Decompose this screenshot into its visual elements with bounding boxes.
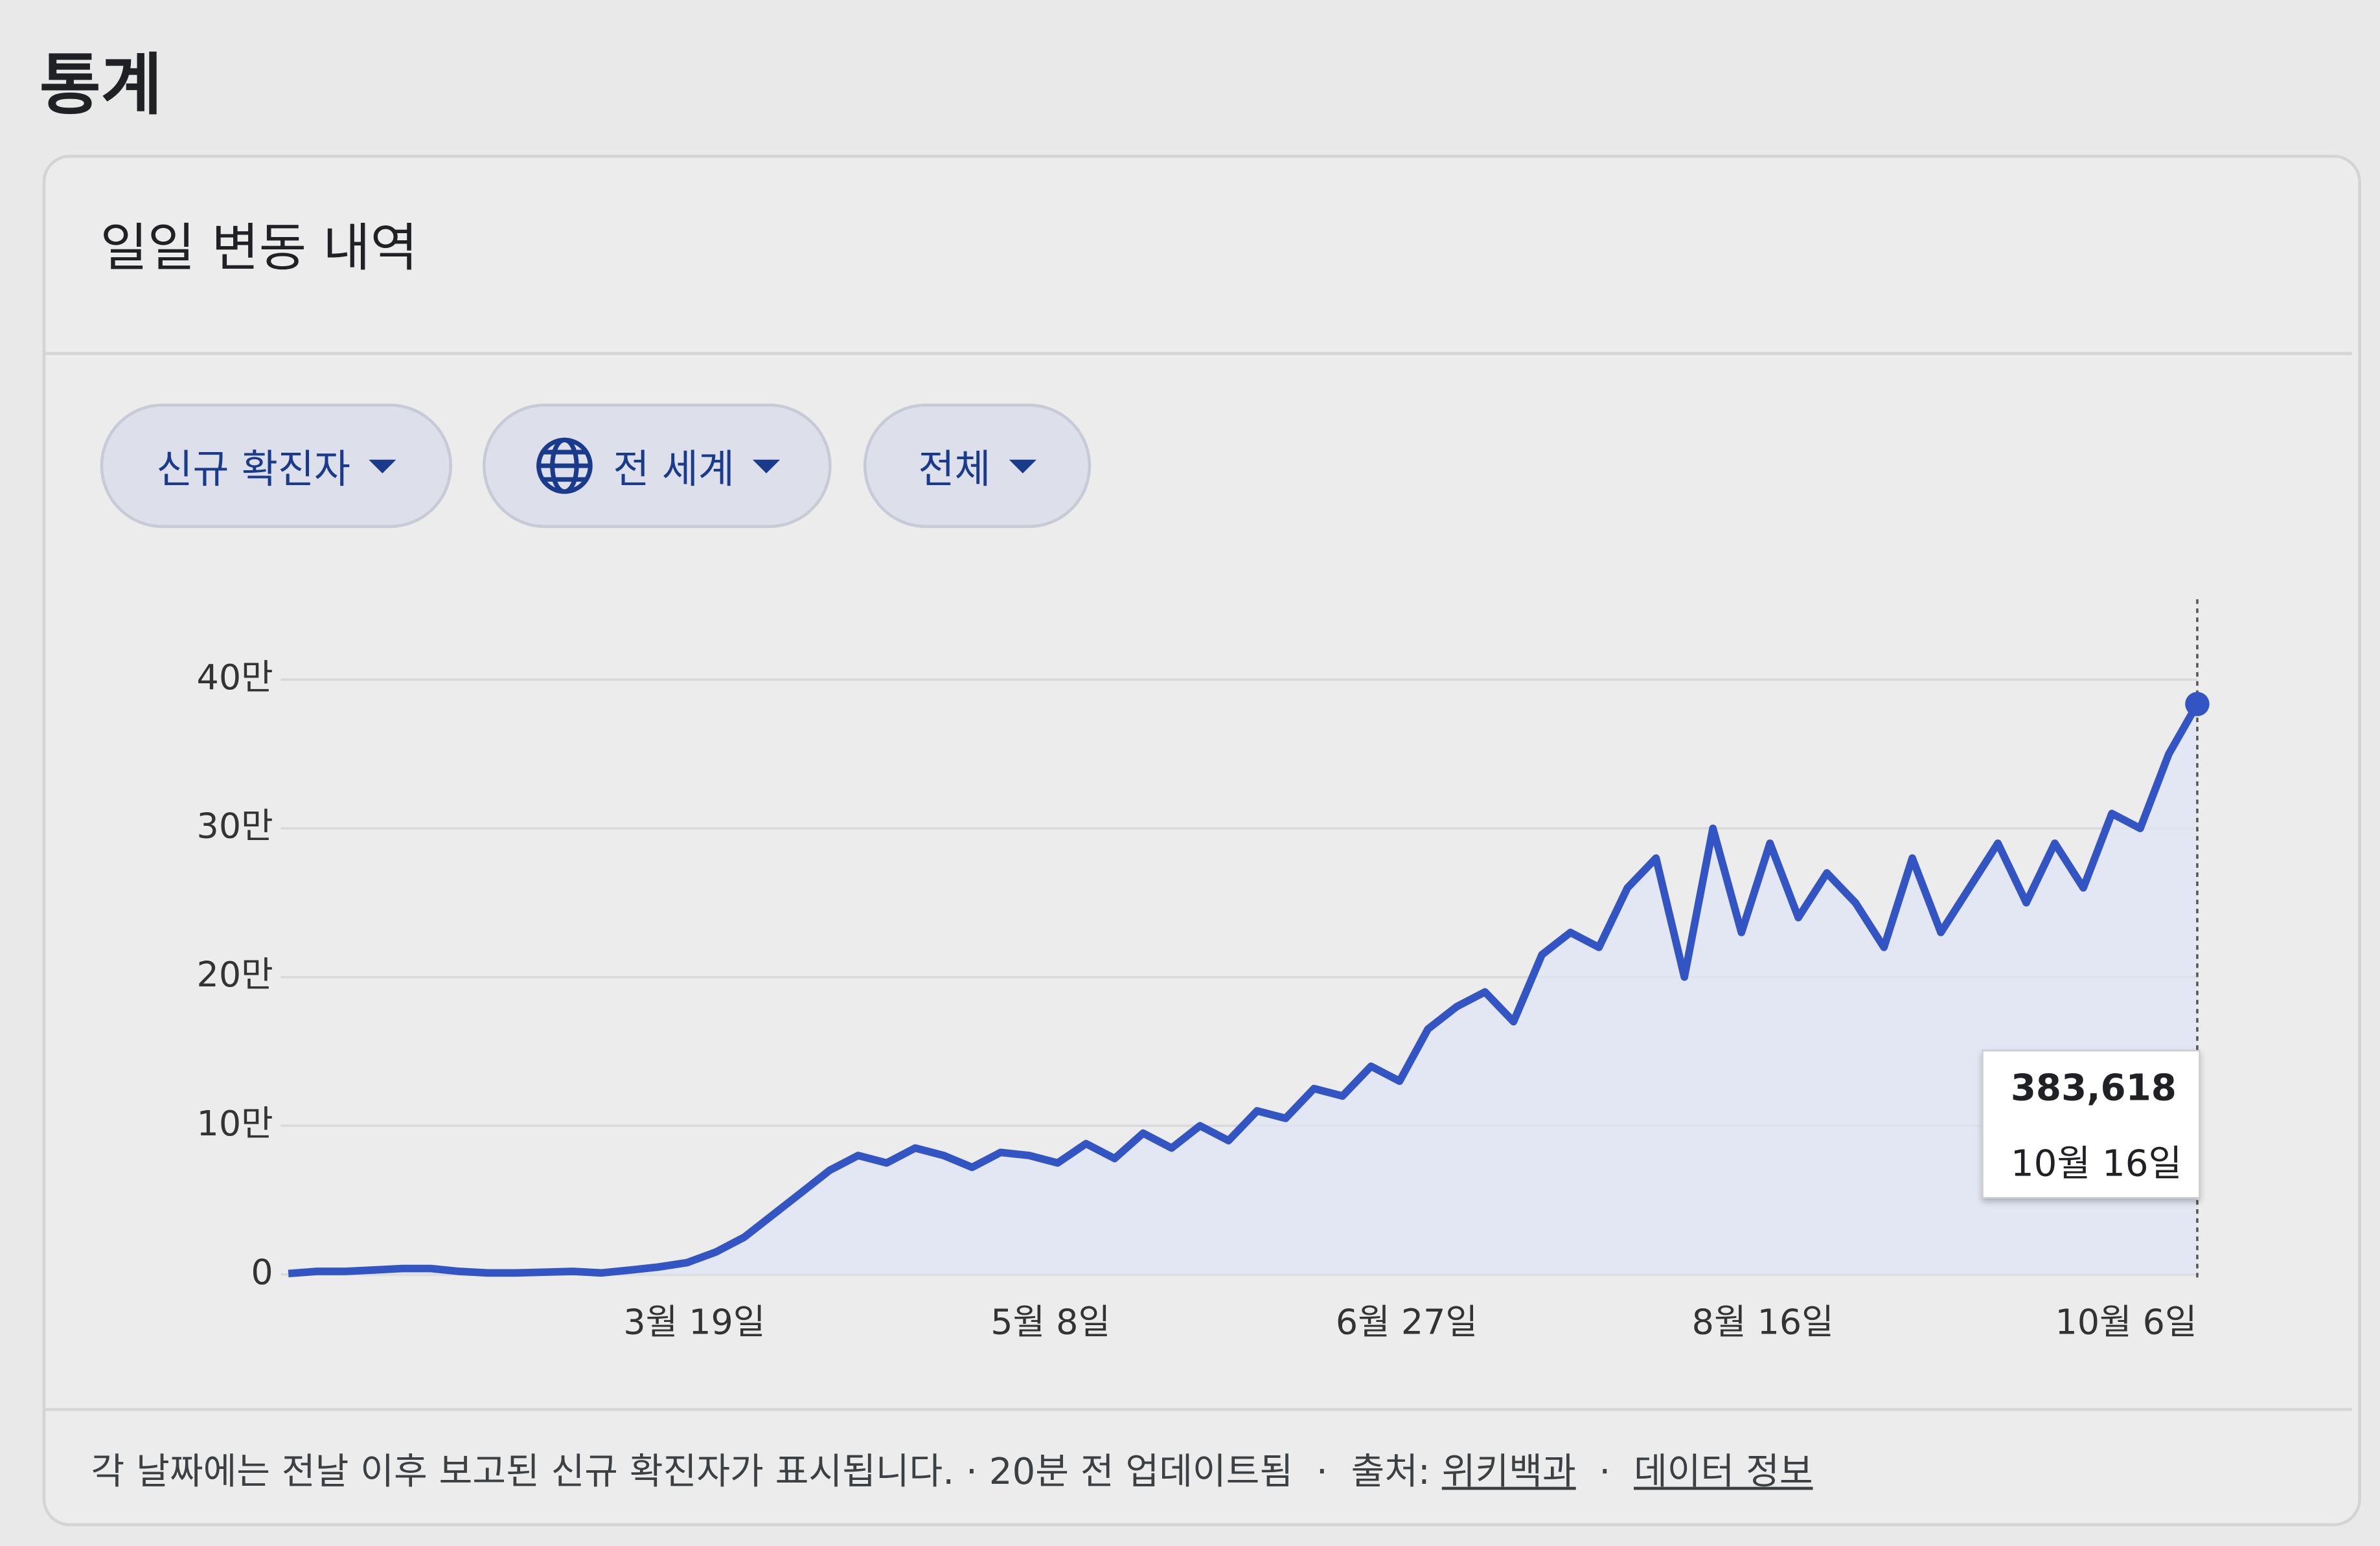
data-link[interactable]: 데이터 정보 xyxy=(1634,1450,1813,1494)
footer: 각 날짜에는 전날 이후 보고된 신규 확진자가 표시됩니다. · 20분 전 … xyxy=(91,1450,1813,1494)
x-tick-label: 8월 16일 xyxy=(1692,1302,1834,1343)
x-tick-label: 3월 19일 xyxy=(623,1302,765,1343)
dropdown-icon xyxy=(752,459,781,473)
hover-point xyxy=(2185,692,2210,716)
footer-source: 출처: xyxy=(1351,1450,1430,1494)
area xyxy=(288,704,2197,1275)
x-tick-label: 10월 6일 xyxy=(2055,1302,2197,1343)
y-tick-label: 0 xyxy=(251,1251,273,1292)
x-tick-label: 5월 8일 xyxy=(990,1302,1110,1343)
tooltip-value: 383,618 xyxy=(2010,1066,2177,1109)
footer-note: 각 날짜에는 전날 이후 보고된 신규 확진자가 표시됩니다. xyxy=(91,1450,955,1494)
y-tick-label: 30만 xyxy=(197,806,273,847)
divider xyxy=(45,1407,2352,1411)
tooltip-date: 10월 16일 xyxy=(2010,1142,2182,1185)
filter-chip[interactable]: 신규 확진자 xyxy=(100,404,453,529)
footer-updated: 20분 전 업데이트됨 xyxy=(989,1450,1294,1494)
filter-label: 신규 확진자 xyxy=(156,446,350,493)
x-tick-label: 6월 27일 xyxy=(1336,1302,1478,1343)
line xyxy=(288,702,2201,1278)
y-tick-label: 40만 xyxy=(197,657,273,698)
filter-label: 전 세계 xyxy=(613,446,735,493)
y-tick-label: 20만 xyxy=(197,954,273,995)
page-title: 통계 xyxy=(39,47,163,125)
tooltip: 383,618 10월 16일 xyxy=(1982,1050,2201,1199)
y-tick-label: 10만 xyxy=(197,1103,273,1144)
dropdown-icon xyxy=(369,459,396,473)
filter-label: 전체 xyxy=(918,446,991,493)
divider xyxy=(45,352,2352,356)
filter-chip[interactable]: 전 세계 xyxy=(482,404,832,529)
source-link[interactable]: 위키백과 xyxy=(1441,1450,1576,1494)
globe-icon xyxy=(536,437,593,494)
dropdown-icon xyxy=(1009,459,1036,473)
card-title: 일일 변동 내역 xyxy=(100,218,418,280)
card xyxy=(42,154,2361,1527)
filter-chip[interactable]: 전체 xyxy=(863,404,1092,529)
